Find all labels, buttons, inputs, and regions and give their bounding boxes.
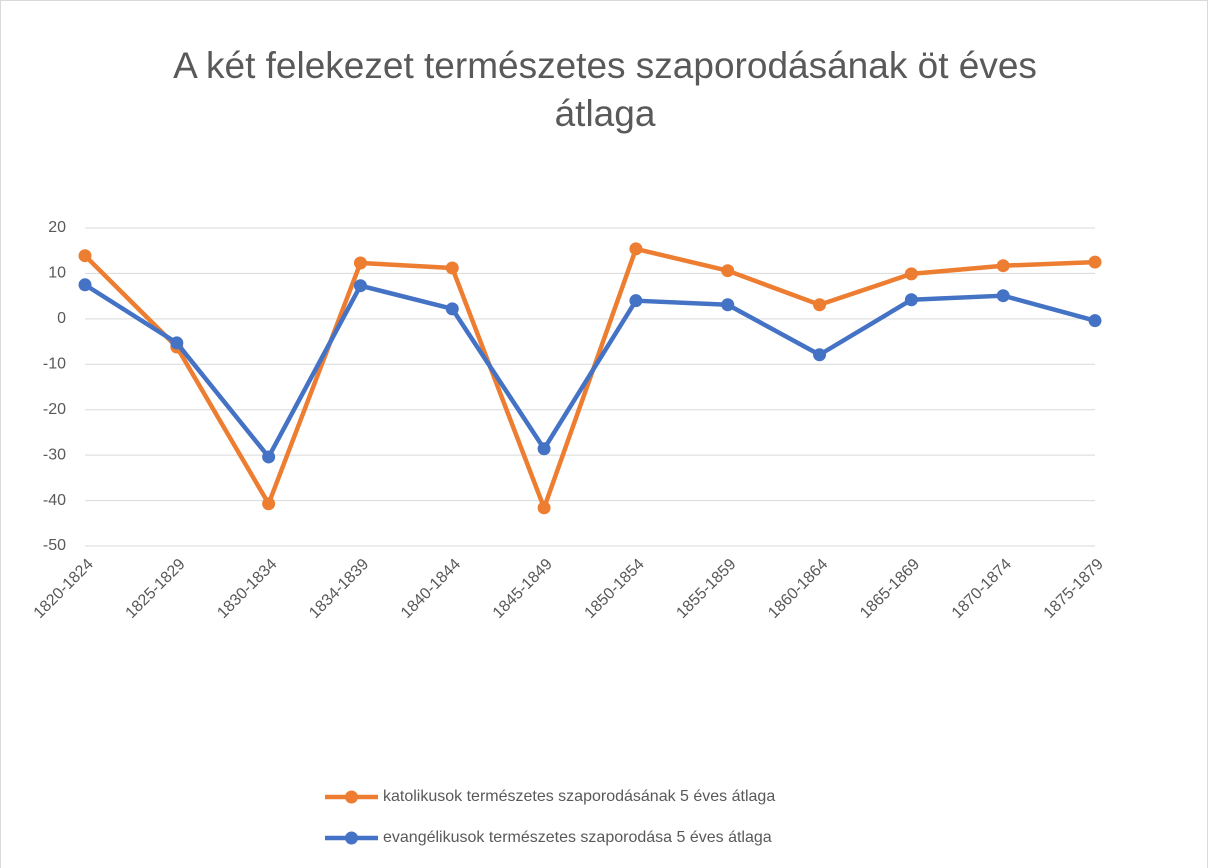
data-point [170,336,184,350]
data-point [1088,255,1102,269]
data-point [813,298,827,312]
data-point [353,256,367,270]
y-tick-label: -10 [43,356,66,373]
y-tick-label: 20 [48,219,66,236]
data-point [353,279,367,293]
data-point [813,348,827,362]
data-point [78,249,92,263]
data-point [629,242,643,256]
data-point [537,501,551,515]
chart-title: A két felekezet természetes szaporodásán… [173,45,1037,134]
data-point [996,259,1010,273]
legend-marker [345,790,358,804]
data-point [996,289,1010,303]
legend-label: katolikusok természetes szaporodásának 5… [383,788,775,805]
data-point [629,294,643,308]
data-point [262,450,276,464]
data-point [262,497,276,511]
data-point [445,302,459,316]
data-point [537,442,551,456]
series-line [83,282,1096,460]
data-point [1088,314,1102,328]
data-point [721,298,735,312]
y-tick-label: 0 [57,310,66,327]
data-point [445,261,459,275]
data-point [78,278,92,292]
y-tick-label: -50 [43,537,66,554]
data-point [721,264,735,278]
y-tick-label: -20 [43,401,66,418]
data-point [904,293,918,307]
data-point [904,267,918,281]
y-tick-label: -30 [43,446,66,463]
legend-marker [345,831,358,845]
y-tick-label: -40 [43,492,66,509]
y-tick-label: 10 [48,265,66,282]
legend-label: evangélikusok természetes szaporodása 5 … [383,829,772,846]
